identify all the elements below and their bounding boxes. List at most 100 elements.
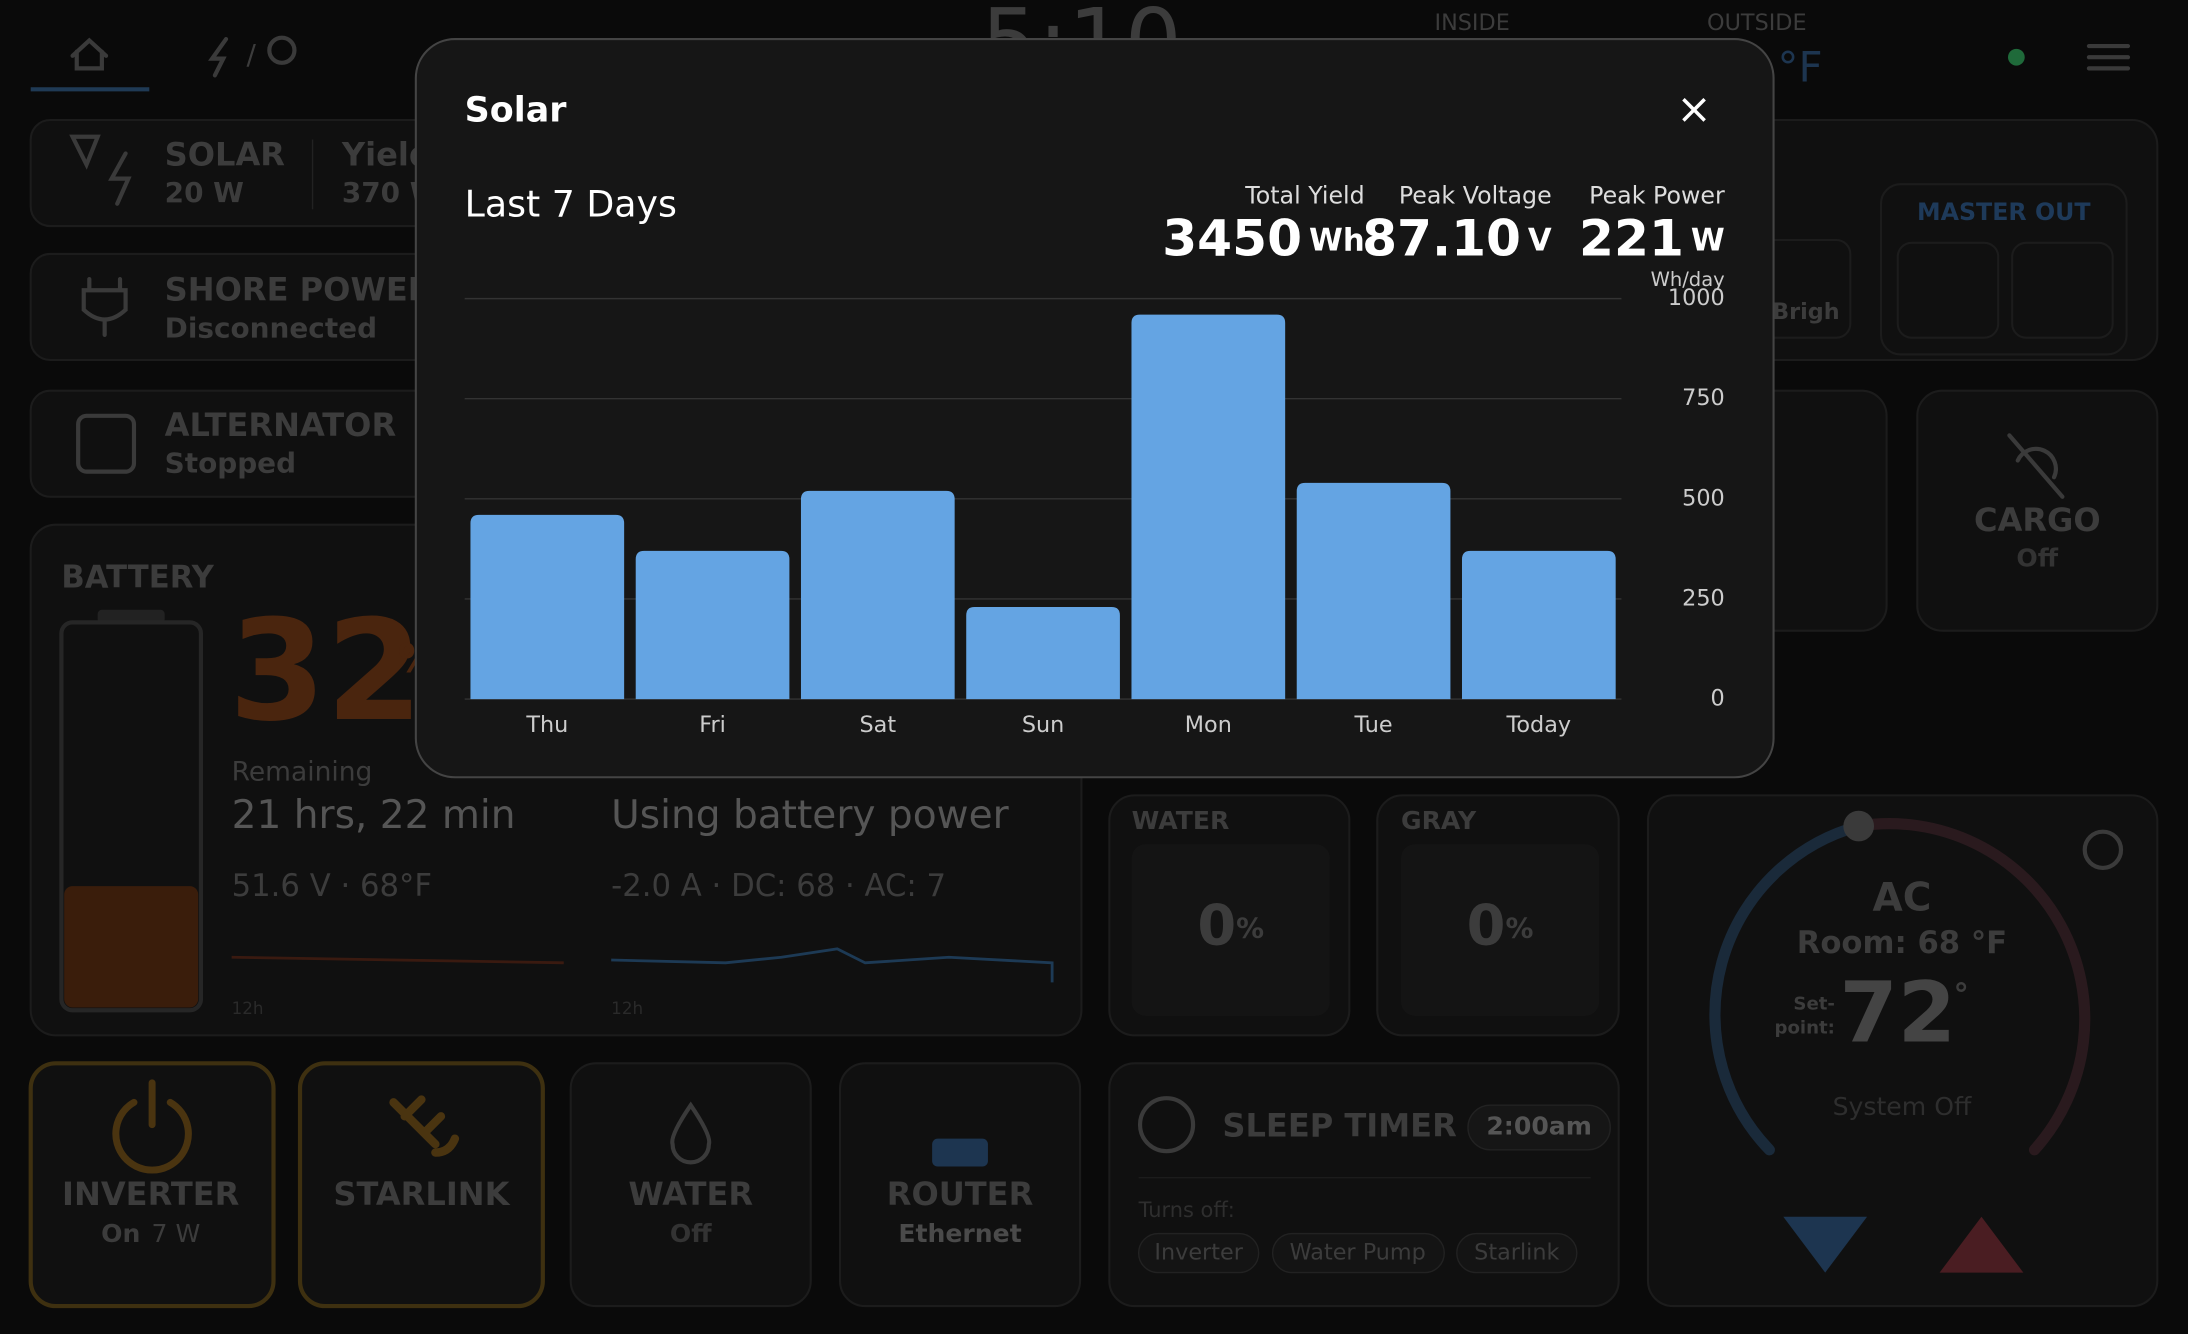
y-axis-label: Wh/day	[1651, 268, 1725, 291]
y-tick-label: 500	[1682, 485, 1725, 511]
current-sparkline	[611, 947, 1054, 983]
modal-subtitle: Last 7 Days	[465, 183, 677, 226]
satellite-icon	[389, 1095, 460, 1157]
master-on-button[interactable]	[2011, 241, 2114, 339]
water-title: WATER	[628, 1175, 753, 1213]
shore-title: SHORE POWER	[165, 271, 433, 309]
inside-label: INSIDE	[1435, 10, 1510, 36]
item-pill	[1137, 1232, 1260, 1274]
plug-icon	[81, 276, 128, 337]
stat-value: 87.10 V	[1362, 208, 1552, 267]
alternator-title: ALTERNATOR	[165, 406, 397, 444]
temp-up-button[interactable]	[1939, 1216, 2024, 1273]
ac-room: Room: 68 °F	[1797, 926, 2007, 961]
master-off-button[interactable]	[1896, 241, 2000, 339]
usage-span-label: 12h	[611, 998, 643, 1018]
y-tick-label: 0	[1711, 686, 1725, 712]
bar	[635, 550, 790, 700]
x-tick-label: Tue	[1354, 712, 1393, 738]
x-tick-label: Thu	[525, 712, 568, 738]
drop-icon	[670, 1101, 712, 1165]
remaining-label: Remaining	[232, 757, 373, 788]
bar	[1131, 314, 1286, 700]
battery-fill	[64, 886, 199, 1008]
inverter-button[interactable]	[28, 1061, 276, 1309]
bright-label: Brigh	[1772, 299, 1840, 325]
master-out-label: MASTER OUT	[1917, 198, 2091, 226]
x-tick-label: Fri	[699, 712, 726, 738]
cargo-card[interactable]	[1916, 389, 2159, 632]
schedule-icon[interactable]	[2082, 829, 2124, 871]
stat-number: 87.10	[1362, 208, 1521, 267]
setpoint-unit: °	[1954, 978, 1969, 1013]
battery-outline	[59, 620, 204, 1013]
bar	[470, 514, 625, 700]
setpoint-label: point:	[1774, 1017, 1834, 1038]
inverter-status: On 7 W	[101, 1219, 200, 1248]
menu-icon[interactable]	[2086, 43, 2131, 71]
water-pump-button[interactable]	[569, 1062, 812, 1308]
usage-title: Using battery power	[611, 793, 1009, 838]
close-button[interactable]: ×	[1676, 84, 1711, 133]
stat-label: Total Yield	[1244, 181, 1364, 209]
stat-number: 3450	[1162, 208, 1302, 267]
shore-status: Disconnected	[165, 311, 377, 344]
status-dot	[2007, 48, 2025, 66]
tank-value: 0%	[1197, 893, 1264, 958]
battery-title: BATTERY	[61, 561, 214, 596]
tank-value: 0%	[1467, 893, 1534, 958]
y-tick-label: 750	[1682, 385, 1725, 411]
temp-down-button[interactable]	[1783, 1216, 1868, 1273]
router-button[interactable]	[838, 1062, 1082, 1308]
x-tick-label: Today	[1506, 712, 1572, 738]
ac-arc-heat	[1853, 818, 2091, 1156]
x-tick-label: Sat	[860, 712, 897, 738]
cargo-title: CARGO	[1974, 501, 2101, 539]
ac-knob	[1843, 810, 1875, 842]
sleep-time: 2:00am	[1486, 1111, 1592, 1140]
inverter-title: INVERTER	[62, 1175, 240, 1213]
stat-number: 221	[1579, 208, 1684, 267]
stat-unit: W	[1691, 223, 1725, 258]
x-tick-label: Mon	[1185, 712, 1232, 738]
stat-label: Peak Power	[1589, 181, 1725, 209]
solar-icon	[69, 134, 132, 206]
sleep-time-pill[interactable]	[1467, 1104, 1611, 1151]
tank-gauge	[1131, 844, 1330, 1016]
tank-gauge	[1400, 844, 1600, 1016]
timer-icon	[1137, 1096, 1196, 1154]
alternator-status: Stopped	[165, 447, 296, 480]
bolt-icon	[208, 36, 229, 78]
home-icon[interactable]	[70, 37, 109, 71]
setpoint-value: 72	[1839, 964, 1956, 1062]
battery-percent: 32	[229, 589, 423, 752]
nav-separator: /	[246, 38, 256, 71]
router-status: Ethernet	[898, 1219, 1021, 1248]
router-title: ROUTER	[887, 1175, 1034, 1213]
inverter-power: 7 W	[152, 1219, 201, 1248]
usage-stats: -2.0 A · DC: 68 · AC: 7	[611, 869, 946, 904]
outside-label: OUTSIDE	[1707, 10, 1807, 36]
tank-title: WATER	[1132, 806, 1230, 835]
sleep-title: SLEEP TIMER	[1222, 1106, 1457, 1144]
remaining-time: 21 hrs, 22 min	[232, 793, 516, 838]
bar	[1296, 482, 1451, 700]
stat-value: 3450 Wh	[1162, 208, 1364, 267]
modal-title: Solar	[465, 91, 568, 131]
starlink-button[interactable]	[297, 1061, 545, 1309]
stat-unit: V	[1528, 223, 1552, 258]
tank-unit: %	[1505, 911, 1533, 944]
ac-arc-cool	[1709, 820, 1865, 1156]
ac-title: AC	[1872, 876, 1931, 921]
alternator-icon	[76, 413, 137, 474]
water-status: Off	[670, 1219, 712, 1248]
tank-number: 0	[1467, 893, 1506, 958]
solar-title: SOLAR	[165, 135, 286, 173]
ac-card	[1646, 794, 2159, 1308]
tank-number: 0	[1197, 893, 1236, 958]
solar-power: 20 W	[165, 176, 244, 209]
turns-off-label: Turns off:	[1138, 1198, 1235, 1222]
battery-cap	[97, 609, 165, 624]
